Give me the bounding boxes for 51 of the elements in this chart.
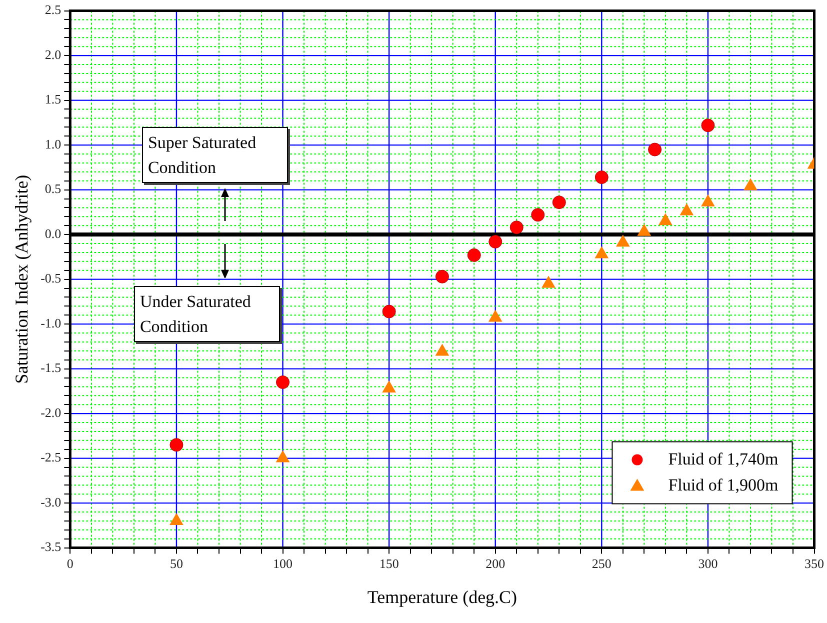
y-tick-label: -1.0 [40,315,62,330]
point [648,142,662,156]
y-tick-label: -2.5 [40,450,62,465]
point [382,304,396,318]
y-tick-label: 1.0 [44,136,62,152]
point [435,270,449,284]
x-tick-label: 50 [170,556,183,572]
y-tick-label: 2.5 [44,2,62,18]
y-tick-label: -3.5 [40,539,62,554]
point [488,310,502,322]
point [435,344,450,356]
x-tick-label: 300 [698,556,718,572]
legend-label: Fluid of 1,740m [668,449,778,468]
point [552,196,566,210]
x-tick-label: 0 [66,556,74,572]
point [467,248,481,262]
point [658,213,672,226]
point [637,224,652,236]
point [701,118,715,132]
point [488,234,502,248]
y-tick-label: 0.0 [44,226,62,241]
point [594,246,609,258]
x-tick-label: 150 [379,556,399,572]
point [744,178,758,190]
y-tick-label: 2.0 [44,46,62,62]
x-axis-title: Temperature (deg.C) [367,586,518,607]
legend-label: Fluid of 1,900m [668,475,778,494]
y-tick-label: -2.0 [40,404,62,420]
annotation: Under Saturated Condition [134,286,280,342]
point [616,234,630,247]
point [701,194,715,206]
point [276,375,290,389]
y-tick-label: -3.0 [40,494,62,510]
x-tick-label: 250 [592,556,612,572]
point [594,170,608,184]
point [680,203,694,216]
y-tick-label: -0.5 [40,270,62,286]
point [382,380,396,392]
y-tick-label: -1.5 [40,360,62,376]
point [170,512,184,525]
x-tick-label: 100 [273,556,293,572]
y-axis-title: Saturation Index (Anhydrite) [12,174,32,384]
point [510,220,524,234]
y-tick-label: 1.5 [44,92,62,107]
point [542,276,556,288]
point [276,450,290,462]
x-tick-label: 200 [486,556,506,572]
y-tick-label: 0.5 [44,181,62,196]
x-tick-label: 350 [804,556,824,572]
annotation: Super Saturated Condition [142,127,288,184]
point [531,208,545,222]
